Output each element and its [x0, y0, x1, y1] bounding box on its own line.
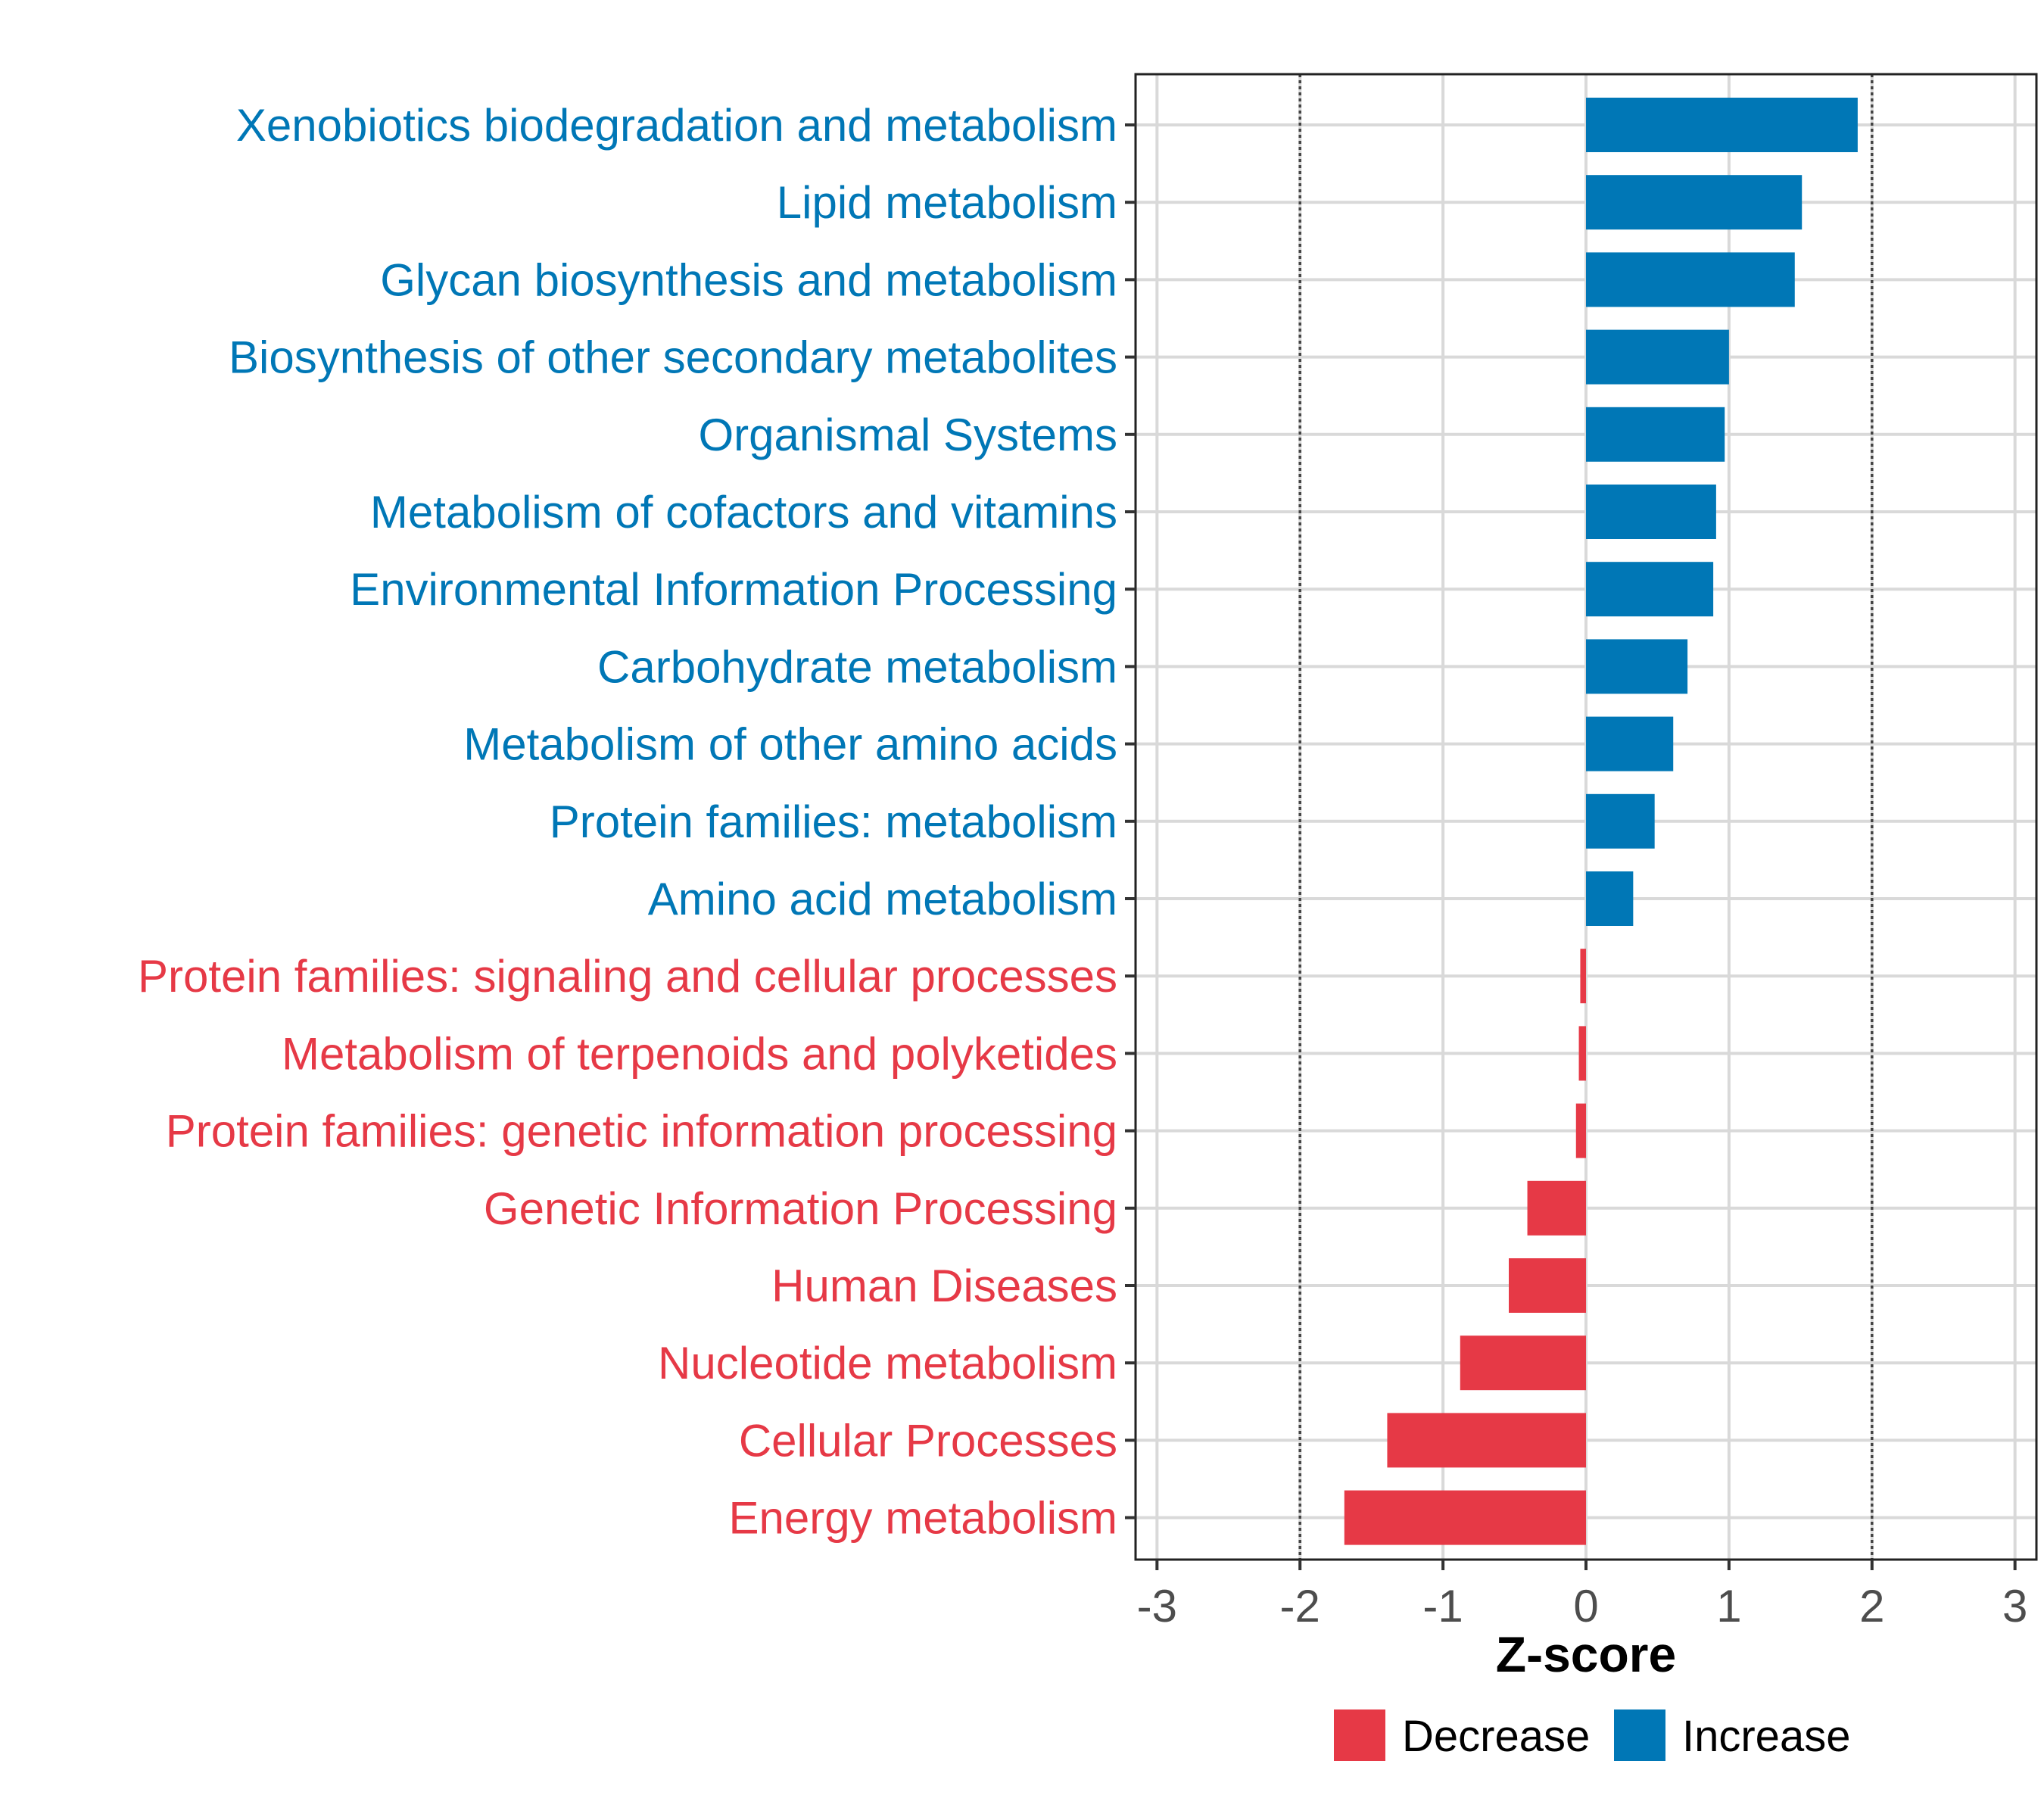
bar: [1586, 793, 1655, 849]
y-tick-label: Genetic Information Processing: [484, 1183, 1117, 1234]
threshold-lines: [1298, 74, 1874, 1560]
x-tick-label: -2: [1280, 1581, 1320, 1632]
x-tick-label: 1: [1716, 1581, 1741, 1632]
x-axis-title: Z-score: [1496, 1626, 1676, 1682]
legend-swatch: [1334, 1709, 1385, 1761]
y-tick-label: Nucleotide metabolism: [658, 1338, 1117, 1388]
y-tick-label: Protein families: genetic information pr…: [166, 1106, 1117, 1157]
bar: [1344, 1490, 1586, 1545]
y-tick-label: Human Diseases: [771, 1261, 1117, 1311]
bar: [1586, 639, 1688, 694]
bar: [1586, 252, 1795, 307]
y-tick-label: Energy metabolism: [728, 1493, 1117, 1544]
y-tick-label: Cellular Processes: [739, 1415, 1117, 1466]
y-tick-label: Protein families: signaling and cellular…: [138, 951, 1117, 1002]
x-axis-ticks: -3 -2 -1 0 1 2 3: [1137, 1560, 2027, 1632]
y-tick-label: Metabolism of terpenoids and polyketides: [282, 1028, 1117, 1079]
bar: [1509, 1258, 1586, 1313]
bar: [1387, 1413, 1586, 1468]
legend-item: Increase: [1614, 1709, 1850, 1761]
y-tick-label: Metabolism of other amino acids: [463, 719, 1117, 770]
y-axis-labels: Xenobiotics biodegradation and metabolis…: [138, 100, 1117, 1544]
y-tick-label: Carbohydrate metabolism: [597, 641, 1117, 692]
y-tick-label: Metabolism of cofactors and vitamins: [370, 487, 1117, 538]
x-tick-label: -1: [1422, 1581, 1463, 1632]
bar: [1527, 1180, 1586, 1236]
y-tick-label: Organismal Systems: [699, 410, 1117, 460]
x-tick-label: 2: [1859, 1581, 1884, 1632]
bar: [1580, 949, 1586, 1004]
legend-item: Decrease: [1334, 1709, 1590, 1761]
legend-label: Decrease: [1402, 1712, 1590, 1761]
y-tick-label: Biosynthesis of other secondary metaboli…: [229, 332, 1117, 383]
bars: [1344, 98, 1858, 1545]
y-tick-label: Lipid metabolism: [777, 177, 1117, 228]
legend: Decrease Increase: [1334, 1709, 1850, 1761]
bar: [1586, 98, 1858, 152]
legend-label: Increase: [1682, 1712, 1850, 1761]
y-tick-label: Environmental Information Processing: [350, 564, 1117, 615]
bar: [1586, 562, 1714, 617]
bar: [1460, 1335, 1586, 1391]
y-tick-label: Glycan biosynthesis and metabolism: [380, 254, 1117, 305]
legend-swatch: [1614, 1709, 1665, 1761]
bar: [1586, 716, 1674, 771]
bar: [1586, 175, 1803, 230]
y-tick-label: Protein families: metabolism: [550, 796, 1117, 847]
x-tick-label: 3: [2002, 1581, 2027, 1632]
bar: [1575, 1103, 1586, 1158]
bar: [1586, 407, 1725, 462]
x-tick-label: -3: [1137, 1581, 1177, 1632]
y-tick-label: Xenobiotics biodegradation and metabolis…: [236, 100, 1117, 151]
y-axis-ticks: [1125, 123, 1136, 1519]
bar: [1586, 329, 1729, 385]
bar: [1578, 1026, 1586, 1081]
y-tick-label: Amino acid metabolism: [648, 874, 1117, 924]
x-tick-label: 0: [1573, 1581, 1598, 1632]
bar: [1586, 871, 1634, 926]
bar: [1586, 485, 1716, 539]
